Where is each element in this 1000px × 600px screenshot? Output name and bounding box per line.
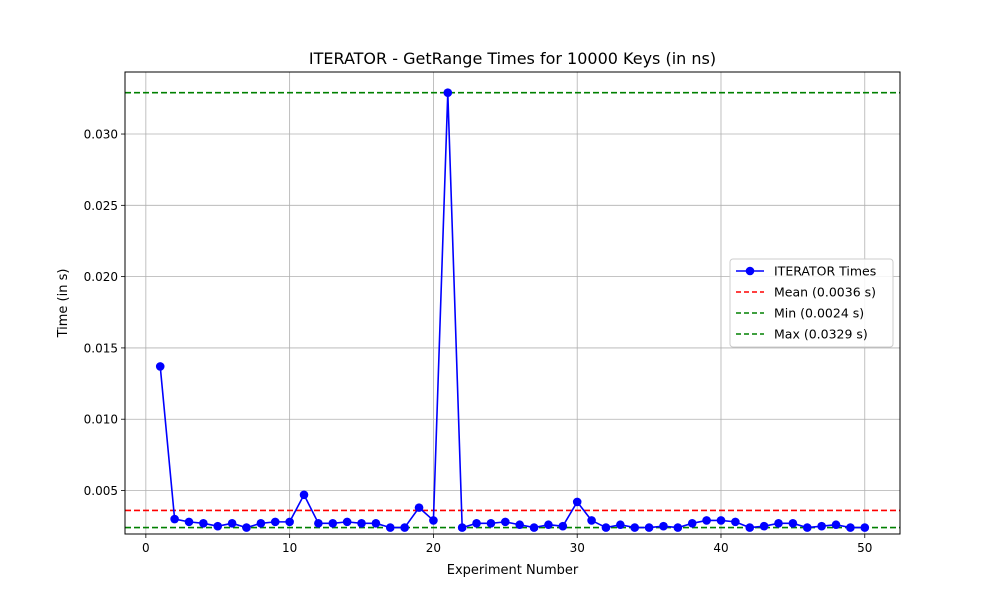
data-point	[774, 519, 783, 528]
data-point	[299, 490, 309, 500]
x-tick-label: 50	[857, 541, 872, 555]
data-point	[731, 517, 740, 527]
data-point	[644, 523, 654, 532]
data-point	[443, 88, 453, 97]
data-point	[501, 517, 510, 527]
data-point	[673, 523, 683, 532]
data-point	[587, 516, 596, 525]
legend: ITERATOR Times Mean (0.0036 s) Min (0.0024…	[729, 258, 894, 348]
legend-label-series: ITERATOR Times	[774, 264, 876, 279]
x-axis-ticks: 0 10 20 30 40 50	[142, 534, 872, 555]
legend-box	[729, 258, 894, 348]
data-point	[860, 523, 870, 532]
data-point	[544, 520, 553, 530]
legend-label-max: Max (0.0329 s)	[774, 327, 868, 342]
data-point	[831, 520, 841, 530]
data-point	[716, 516, 726, 525]
data-point	[817, 521, 826, 531]
data-point	[457, 523, 467, 532]
legend-marker-series	[745, 266, 755, 276]
data-point	[745, 523, 755, 532]
x-tick-label: 40	[713, 541, 728, 555]
x-axis-label: Experiment Number	[447, 563, 579, 578]
data-point	[227, 519, 237, 528]
data-point	[242, 523, 251, 532]
plot-frame	[124, 71, 901, 535]
y-tick-label: 0.015	[84, 341, 118, 355]
x-tick-label: 30	[570, 541, 585, 555]
chart-title: ITERATOR - GetRange Times for 10000 Keys…	[309, 49, 716, 68]
data-point	[357, 519, 366, 528]
data-point	[170, 514, 179, 524]
legend-label-mean: Mean (0.0036 s)	[774, 285, 876, 300]
data-point	[486, 519, 496, 528]
x-tick-label: 20	[426, 541, 441, 555]
y-tick-label: 0.030	[84, 128, 118, 142]
data-point	[213, 521, 223, 531]
series-group	[155, 88, 870, 532]
data-point	[414, 503, 424, 512]
y-tick-label: 0.010	[84, 413, 118, 427]
data-point	[630, 523, 640, 532]
data-point	[314, 519, 323, 528]
data-point	[285, 517, 294, 527]
reference-lines	[125, 91, 900, 529]
data-point	[802, 523, 812, 532]
data-point	[371, 519, 381, 528]
data-point	[328, 519, 338, 528]
data-point	[846, 523, 855, 532]
y-axis-ticks: 0.005 0.010 0.015 0.020 0.025 0.030	[84, 128, 125, 498]
y-axis-label: Time (in s)	[56, 269, 71, 339]
data-point	[788, 519, 798, 528]
data-point	[529, 523, 539, 532]
data-point	[199, 519, 208, 528]
data-point	[558, 521, 568, 531]
x-tick-label: 0	[142, 541, 150, 555]
data-point	[687, 519, 697, 528]
data-point	[759, 521, 769, 531]
data-point	[659, 521, 668, 531]
x-tick-label: 10	[282, 541, 297, 555]
y-tick-label: 0.005	[84, 484, 118, 498]
data-point	[515, 520, 524, 530]
data-point	[429, 516, 438, 525]
data-point	[616, 520, 625, 530]
data-point	[400, 523, 409, 532]
data-point	[472, 519, 481, 528]
data-point	[572, 497, 582, 507]
legend-label-min: Min (0.0024 s)	[774, 306, 864, 321]
data-point	[385, 523, 395, 532]
data-point	[155, 362, 165, 371]
data-point	[702, 516, 711, 525]
y-tick-label: 0.020	[84, 270, 118, 284]
y-tick-label: 0.025	[84, 199, 118, 213]
data-point	[601, 523, 611, 532]
data-point	[184, 517, 194, 527]
data-point	[270, 517, 280, 527]
data-point	[342, 517, 352, 527]
data-point	[256, 519, 266, 528]
